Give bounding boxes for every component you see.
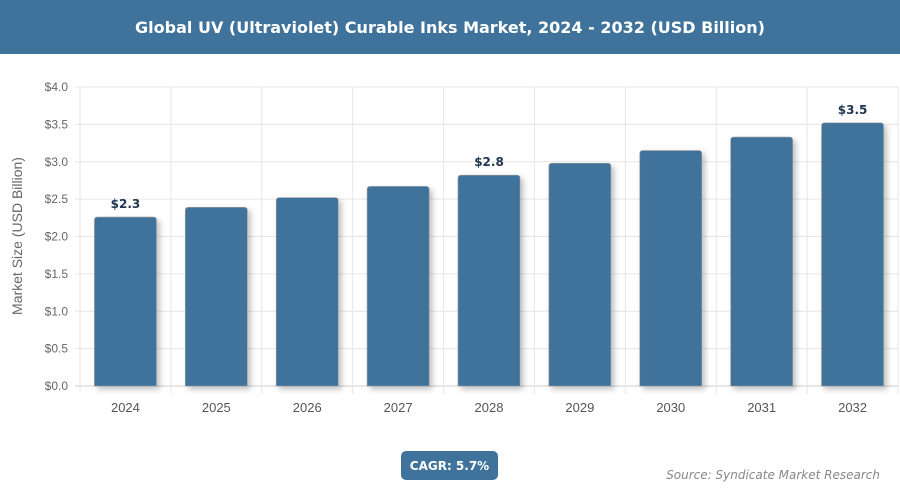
data-label: $3.5 [838,103,868,117]
x-tick-label: 2026 [293,400,322,415]
y-axis-title: Market Size (USD Billion) [9,157,25,315]
bar-2031 [730,136,793,387]
x-tick-label: 2024 [111,400,140,415]
y-tick-label: $0.5 [45,342,69,356]
bar-2026 [275,197,339,387]
x-tick-label: 2032 [838,400,867,415]
bar-2025 [185,207,248,387]
bar-2027 [366,186,430,387]
y-tick-label: $0.0 [45,379,69,393]
data-label: $2.3 [111,197,141,211]
cagr-badge: CAGR: 5.7% [401,451,498,480]
y-tick-label: $4.0 [45,80,69,94]
bar-2029 [548,162,612,387]
y-tick-label: $1.0 [45,304,69,318]
x-tick-label: 2027 [384,400,413,415]
y-tick-label: $3.0 [45,155,69,169]
y-tick-label: $3.5 [45,117,69,131]
x-tick-label: 2025 [202,400,231,415]
bar-2030 [639,150,703,387]
x-tick-label: 2029 [565,400,594,415]
x-tick-label: 2028 [475,400,504,415]
bar-2028 [457,174,521,387]
x-tick-label: 2030 [656,400,685,415]
y-tick-label: $2.0 [45,230,69,244]
source-note: Source: Syndicate Market Research [666,468,880,482]
data-label: $2.8 [474,155,504,169]
y-tick-label: $2.5 [45,192,69,206]
bar-2032 [821,122,884,387]
x-tick-label: 2031 [747,400,776,415]
chart-title: Global UV (Ultraviolet) Curable Inks Mar… [0,0,900,54]
bar-2024 [94,216,157,387]
y-tick-label: $1.5 [45,267,69,281]
